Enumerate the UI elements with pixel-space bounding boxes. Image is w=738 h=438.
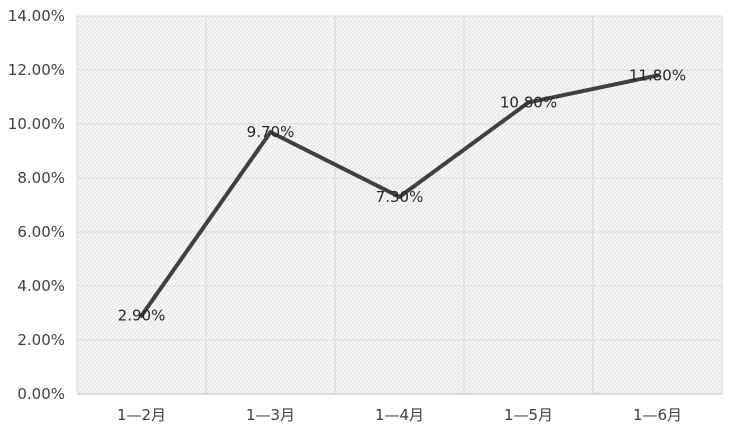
y-tick-label: 10.00% xyxy=(8,115,65,133)
data-label: 10.80% xyxy=(500,93,557,111)
y-tick-label: 12.00% xyxy=(8,61,65,79)
x-tick-label: 1—4月 xyxy=(375,406,424,424)
y-tick-label: 0.00% xyxy=(17,385,65,403)
data-label: 11.80% xyxy=(629,66,686,84)
x-tick-label: 1—3月 xyxy=(246,406,295,424)
plot-area xyxy=(77,16,722,394)
data-label: 7.30% xyxy=(376,188,424,206)
y-tick-label: 6.00% xyxy=(17,223,65,241)
x-tick-label: 1—2月 xyxy=(117,406,166,424)
x-tick-label: 1—5月 xyxy=(504,406,553,424)
y-tick-label: 4.00% xyxy=(17,277,65,295)
y-tick-label: 14.00% xyxy=(8,7,65,25)
y-tick-label: 2.00% xyxy=(17,331,65,349)
data-label: 9.70% xyxy=(247,123,295,141)
data-point xyxy=(655,73,660,78)
data-point xyxy=(397,194,402,199)
y-tick-label: 8.00% xyxy=(17,169,65,187)
x-tick-label: 1—6月 xyxy=(633,406,682,424)
data-point xyxy=(268,130,273,135)
data-label: 2.90% xyxy=(118,307,166,325)
data-point xyxy=(526,100,531,105)
data-point xyxy=(139,313,144,318)
